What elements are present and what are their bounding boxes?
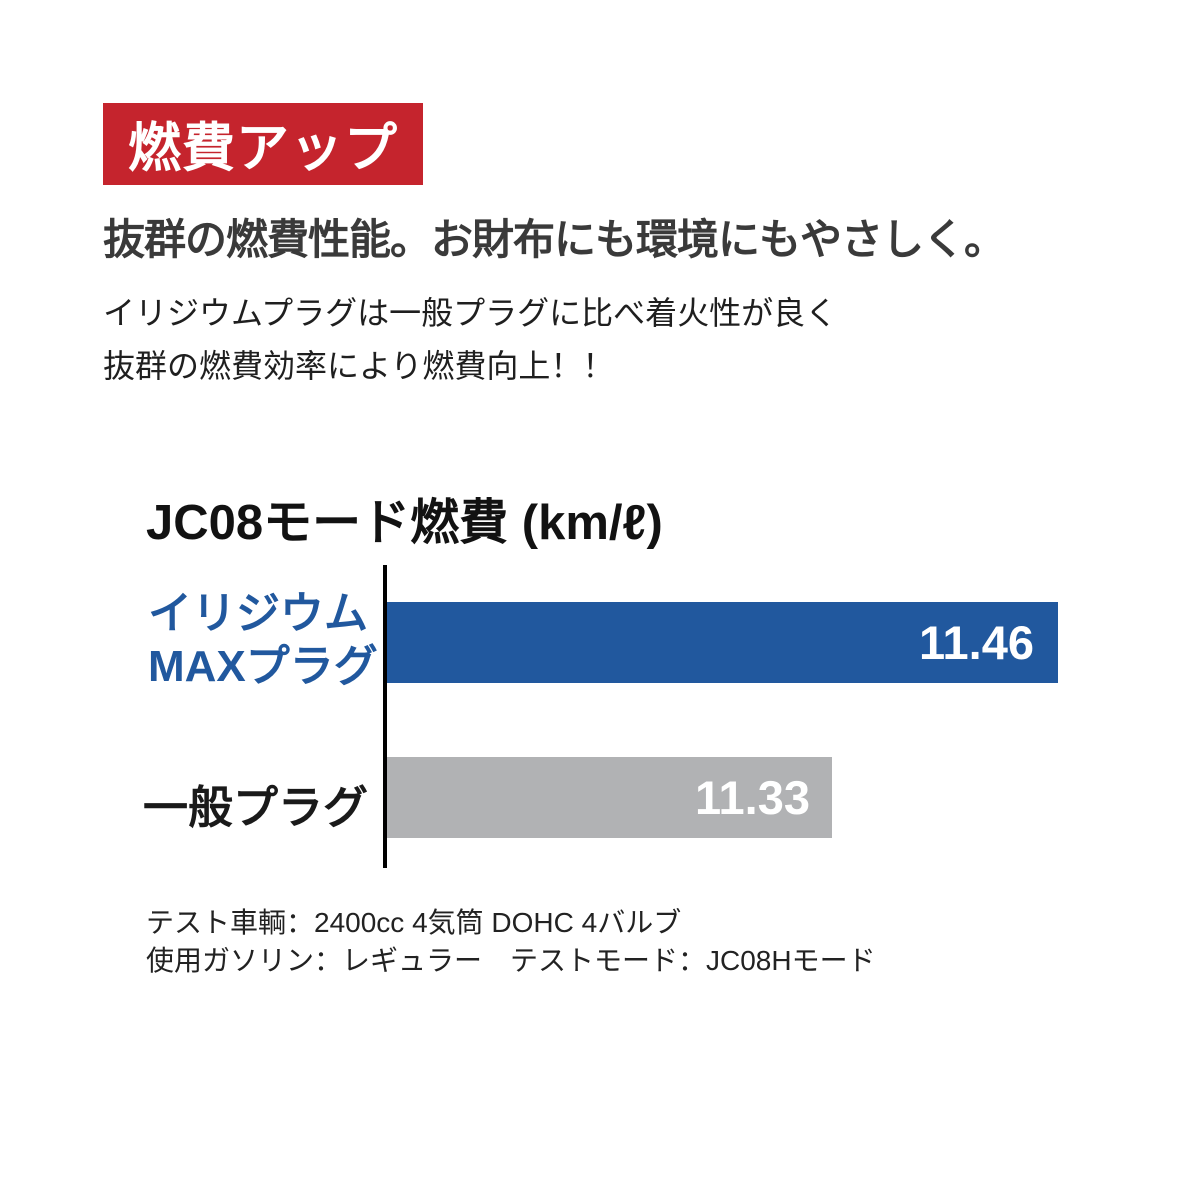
bar-standard-plug: 11.33 bbox=[387, 757, 832, 838]
bar-label-iridium-max-line-2: MAXプラグ bbox=[148, 642, 378, 691]
bar-label-standard-plug: 一般プラグ bbox=[143, 782, 369, 833]
bar-standard-plug-value: 11.33 bbox=[694, 771, 810, 824]
bar-label-iridium-max-line-1: イリジウム bbox=[148, 589, 368, 638]
footnote-test-vehicle: テスト車輌：2400cc 4気筒 DOHC 4バルブ bbox=[146, 907, 682, 938]
bar-iridium-max-value: 11.46 bbox=[918, 616, 1034, 669]
footnote-gasoline-testmode: 使用ガソリン：レギュラー テストモード：JC08Hモード bbox=[146, 945, 876, 976]
description-line-1: イリジウムプラグは一般プラグに比べ着火性が良く bbox=[103, 295, 838, 331]
fuel-up-badge-label: 燃費アップ bbox=[128, 119, 398, 178]
headline: 抜群の燃費性能。お財布にも環境にもやさしく。 bbox=[103, 216, 1006, 263]
fuel-up-badge: 燃費アップ bbox=[103, 103, 423, 185]
bar-label-iridium-max: イリジウム MAXプラグ bbox=[148, 587, 378, 693]
bar-iridium-max: 11.46 bbox=[387, 602, 1058, 683]
chart-axis-line bbox=[383, 565, 387, 868]
chart-title: JC08モード燃費 (km/ℓ) bbox=[146, 496, 663, 550]
description-line-2: 抜群の燃費効率により燃費向上！！ bbox=[103, 348, 615, 384]
